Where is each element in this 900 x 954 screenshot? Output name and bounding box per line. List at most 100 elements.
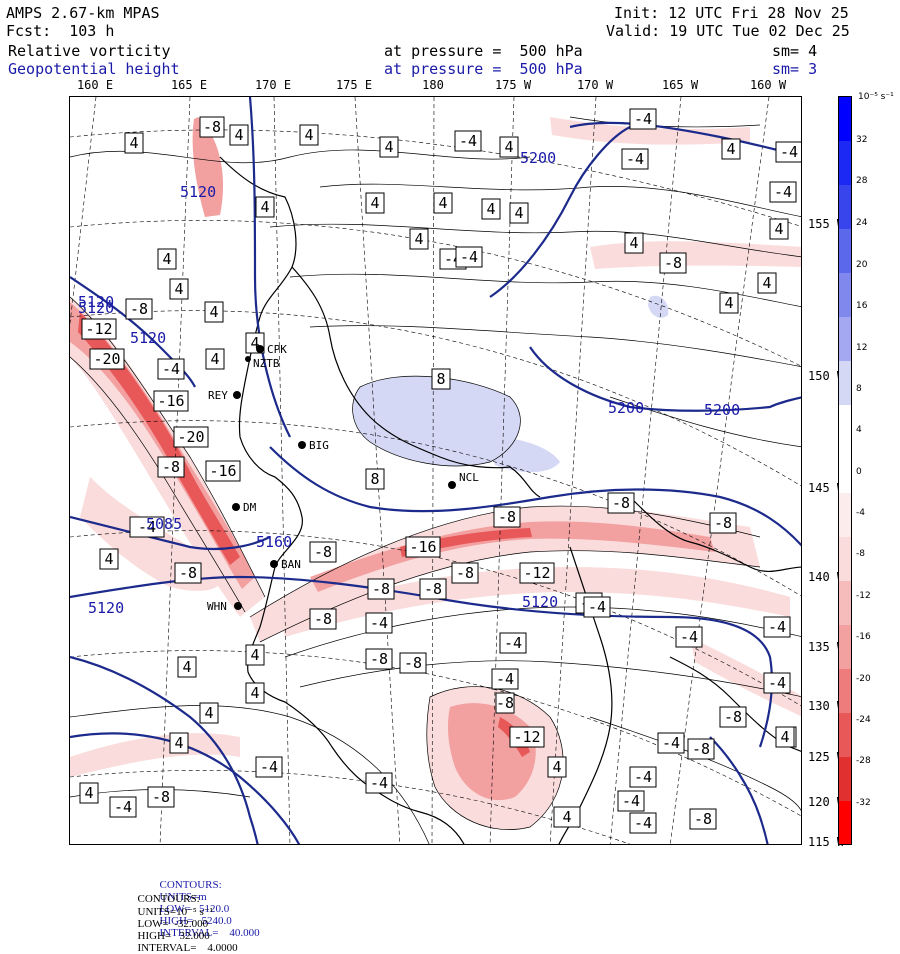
contour-label: 8 — [431, 368, 451, 390]
valid-time: Valid: 19 UTC Tue 02 Dec 25 — [606, 22, 850, 40]
svg-text:-4: -4 — [768, 674, 786, 692]
colorbar-swatch — [839, 317, 851, 361]
svg-text:-8: -8 — [179, 564, 197, 582]
contour-label: 4 — [769, 218, 789, 240]
init-time: Init: 12 UTC Fri 28 Nov 25 — [614, 4, 849, 22]
coastline-east — [629, 496, 801, 572]
station-marker: WHN — [207, 600, 242, 613]
svg-text:-4: -4 — [634, 110, 652, 128]
svg-text:-4: -4 — [504, 634, 522, 652]
contour-label: -4 — [255, 756, 283, 778]
svg-text:4: 4 — [552, 758, 561, 776]
contour-label: -16 — [205, 460, 241, 482]
colorbar-swatch — [839, 229, 851, 273]
svg-text:-20: -20 — [93, 350, 120, 368]
contour-label: 4 — [379, 136, 399, 158]
svg-text:NCL: NCL — [459, 471, 479, 484]
lon-label: 175 W — [494, 78, 532, 92]
lon-label: 165 W — [661, 78, 699, 92]
svg-text:-8: -8 — [612, 494, 630, 512]
colorbar-tick: -8 — [856, 549, 865, 559]
neg-vort-jet-band2 — [280, 567, 790, 637]
colorbar-tick: 28 — [856, 176, 868, 186]
contour-label: -4 — [499, 632, 527, 654]
svg-text:4: 4 — [774, 220, 783, 238]
contour-label: 4 — [624, 232, 644, 254]
svg-text:-4: -4 — [774, 183, 792, 201]
lon-label: 180 — [422, 78, 444, 92]
neg-vort-se-band — [690, 637, 801, 717]
svg-text:4: 4 — [234, 126, 243, 144]
height-5120-south — [70, 655, 259, 844]
svg-text:4: 4 — [250, 684, 259, 702]
meridian — [549, 97, 597, 844]
colorbar-swatch — [839, 405, 851, 449]
svg-text:4: 4 — [762, 274, 771, 292]
contour-label: 4 — [547, 756, 567, 778]
neg-vort-band-west-max — [78, 312, 240, 565]
contour-label: -16 — [405, 536, 441, 558]
svg-text:4: 4 — [174, 734, 183, 752]
vort-contour — [609, 396, 801, 448]
svg-text:-4: -4 — [680, 628, 698, 646]
contour-label: 4 — [255, 196, 275, 218]
height-label: 5200 — [704, 401, 740, 419]
contour-labels: -8 4 4 4 4 -4 4 -4 -4 4 -4 4 4 4 4 4 -4 … — [79, 108, 801, 834]
svg-text:4: 4 — [182, 658, 191, 676]
footer-contours-label: CONTOURS: — [137, 893, 200, 905]
svg-text:-8: -8 — [424, 580, 442, 598]
meridian — [354, 97, 401, 844]
colorbar-tick: 32 — [856, 135, 868, 145]
vort-contour — [299, 660, 801, 697]
svg-text:-8: -8 — [404, 654, 422, 672]
contour-label: 4 — [229, 124, 249, 146]
vort-contour — [319, 183, 801, 217]
colorbar-swatch — [839, 713, 851, 757]
svg-text:-4: -4 — [114, 798, 132, 816]
colorbar-swatch — [839, 581, 851, 625]
svg-text:4: 4 — [780, 728, 789, 746]
height-label: 5120 — [130, 329, 166, 347]
svg-text:-4: -4 — [162, 360, 180, 378]
colorbar-tick: -4 — [856, 508, 865, 518]
svg-text:4: 4 — [384, 138, 393, 156]
lon-label: 165 E — [170, 78, 208, 92]
contour-label: -4 — [129, 516, 165, 538]
station-marker: BAN — [270, 558, 301, 571]
contour-label: 4 — [775, 726, 795, 748]
lon-label: 160 W — [749, 78, 787, 92]
colorbar-swatch — [839, 141, 851, 185]
height-label: 5120 — [180, 183, 216, 201]
svg-text:-8: -8 — [498, 508, 516, 526]
svg-text:-12: -12 — [523, 564, 550, 582]
contour-label: 4 — [409, 228, 429, 250]
contour-label: -8 — [147, 786, 175, 808]
height-5200-north — [489, 126, 631, 298]
svg-text:4: 4 — [304, 126, 313, 144]
svg-text:-8: -8 — [724, 708, 742, 726]
neg-vort-north — [192, 117, 224, 217]
map-canvas: -8 4 4 4 4 -4 4 -4 -4 4 -4 4 4 4 4 4 -4 … — [70, 97, 801, 844]
svg-text:-4: -4 — [138, 518, 156, 536]
contour-label: -4 — [769, 181, 797, 203]
meridian — [669, 97, 770, 844]
field1-name: Relative vorticity — [8, 42, 171, 60]
contour-label: -4 — [763, 672, 791, 694]
contour-label: -12 — [519, 562, 555, 584]
parallel — [70, 770, 631, 844]
contour-label: -4 — [454, 130, 482, 152]
colorbar-swatch — [839, 757, 851, 801]
svg-text:4: 4 — [504, 138, 513, 156]
meridian — [489, 97, 515, 844]
meridian — [273, 97, 291, 844]
contour-label: -8 — [687, 738, 715, 760]
contour-label: -8 — [157, 456, 185, 478]
footer-interval: INTERVAL= 4.0000 — [137, 942, 238, 954]
svg-text:-12: -12 — [85, 320, 112, 338]
footer-high: HIGH= 32.000 — [137, 930, 210, 942]
height-labels: 5120 5120 5200 5200 5200 5120 5085 5120 … — [78, 149, 740, 617]
vort-contour — [284, 606, 801, 658]
contour-label: -8 — [125, 298, 153, 320]
contour-label: -4 — [629, 108, 657, 130]
field1-level: at pressure = 500 hPa — [384, 42, 583, 60]
